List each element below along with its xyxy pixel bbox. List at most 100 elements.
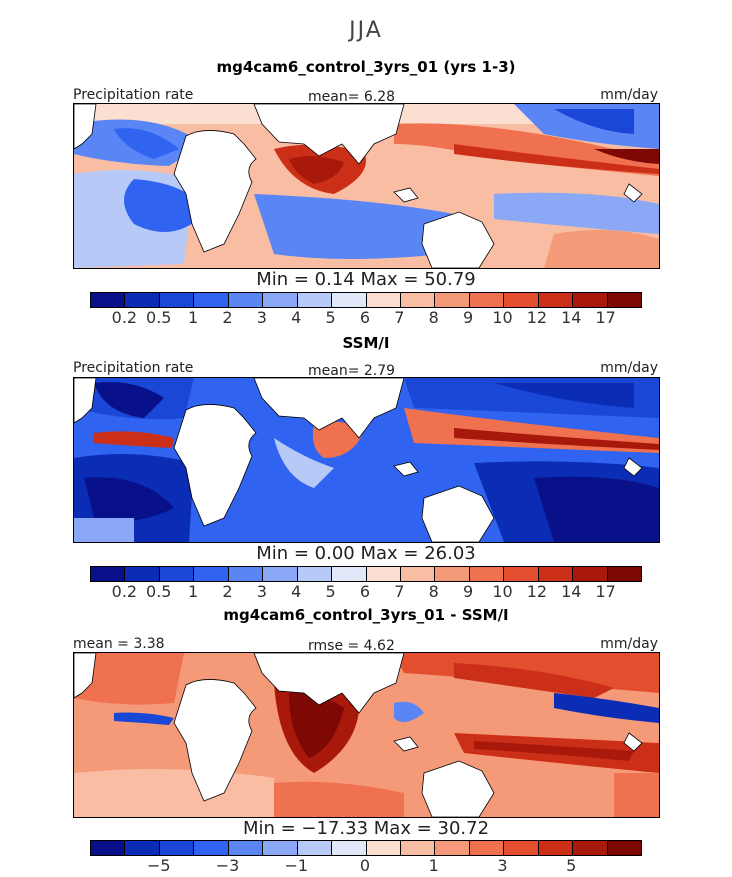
colorbar-swatch (435, 841, 470, 855)
colorbar-swatch (538, 293, 574, 307)
colorbar-tick: 3 (256, 308, 267, 327)
colorbar-tick: −5 (146, 856, 171, 875)
panel-2-colorbar (90, 566, 642, 582)
colorbar-tick: 6 (359, 308, 371, 327)
colorbar-swatch (297, 293, 333, 307)
continent-outlines (74, 653, 643, 817)
colorbar-tick: 14 (561, 308, 582, 327)
colorbar-swatch (607, 841, 641, 855)
colorbar-tick: 1 (188, 582, 199, 601)
colorbar-tick: 17 (595, 582, 616, 601)
colorbar-swatch (297, 567, 333, 581)
panel-2-mean-label: mean= 2.79 (308, 363, 396, 379)
panel-3-map (73, 652, 660, 818)
colorbar-swatch (573, 567, 608, 581)
colorbar-swatch (435, 567, 470, 581)
colorbar-swatch (263, 567, 298, 581)
colorbar-swatch (194, 841, 229, 855)
colorbar-tick: 17 (595, 308, 616, 327)
panel-1-variable-label: Precipitation rate (73, 87, 194, 103)
panel-1-minmax: Min = 0.14 Max = 50.79 (256, 269, 476, 290)
season-title: JJA (349, 18, 383, 43)
panel-1-units-label: mm/day (600, 87, 658, 103)
colorbar-tick: 7 (394, 582, 405, 601)
panel-3-units-label: mm/day (600, 636, 658, 652)
colorbar-swatch (504, 567, 539, 581)
colorbar-tick: 9 (463, 308, 474, 327)
colorbar-swatch (332, 841, 367, 855)
colorbar-swatch (194, 293, 229, 307)
colorbar-swatch (366, 567, 401, 581)
colorbar-tick: 8 (428, 308, 439, 327)
colorbar-tick: 2 (222, 582, 233, 601)
colorbar-swatch (469, 567, 505, 581)
colorbar-swatch (125, 841, 160, 855)
colorbar-swatch (91, 293, 126, 307)
colorbar-swatch (194, 567, 229, 581)
colorbar-swatch (400, 841, 436, 855)
panel-1-map (73, 103, 660, 269)
colorbar-swatch (469, 293, 505, 307)
colorbar-tick: 5 (325, 308, 336, 327)
colorbar-swatch (159, 567, 195, 581)
colorbar-swatch (366, 841, 401, 855)
colorbar-swatch (159, 293, 195, 307)
colorbar-swatch (573, 841, 608, 855)
colorbar-swatch (573, 293, 608, 307)
panel-2-units-label: mm/day (600, 360, 658, 376)
panel-1-colorbar-ticks: 0.2 0.5 1 2 3 4 5 6 7 8 9 10 12 14 17 (90, 308, 640, 327)
colorbar-swatch (332, 567, 367, 581)
colorbar-tick: 3 (256, 582, 267, 601)
colorbar-swatch (504, 293, 539, 307)
colorbar-swatch (125, 293, 160, 307)
colorbar-tick: 8 (428, 582, 439, 601)
panel-1-title: mg4cam6_control_3yrs_01 (yrs 1-3) (216, 58, 516, 76)
colorbar-swatch (366, 293, 401, 307)
field-background (74, 104, 659, 268)
colorbar-swatch (504, 841, 539, 855)
colorbar-tick: 0 (359, 856, 371, 875)
colorbar-tick: 0.5 (146, 308, 172, 327)
colorbar-tick: 1 (428, 856, 439, 875)
colorbar-swatch (435, 293, 470, 307)
colorbar-tick: 12 (526, 308, 548, 327)
colorbar-tick: 3 (497, 856, 508, 875)
continent-outlines (74, 104, 643, 268)
colorbar-tick: 0.2 (111, 308, 138, 327)
colorbar-tick: 7 (394, 308, 405, 327)
colorbar-swatch (538, 567, 574, 581)
colorbar-swatch (125, 567, 160, 581)
colorbar-swatch (91, 567, 126, 581)
panel-2-colorbar-ticks: 0.2 0.5 1 2 3 4 5 6 7 8 9 10 12 14 17 (90, 582, 640, 601)
colorbar-swatch (91, 841, 126, 855)
colorbar-tick: 4 (291, 308, 302, 327)
colorbar-tick: 1 (188, 308, 199, 327)
panel-2-minmax: Min = 0.00 Max = 26.03 (256, 543, 476, 564)
panel-3-mean-label: mean = 3.38 (73, 636, 165, 652)
colorbar-tick: −1 (284, 856, 309, 875)
colorbar-swatch (400, 293, 436, 307)
colorbar-tick: 14 (561, 582, 582, 601)
panel-1-mean-label: mean= 6.28 (308, 89, 396, 105)
colorbar-tick: 2 (222, 308, 233, 327)
colorbar-swatch (607, 567, 641, 581)
panel-2-title: SSM/I (342, 334, 390, 352)
colorbar-tick: −3 (215, 856, 240, 875)
colorbar-swatch (297, 841, 333, 855)
panel-3-minmax: Min = −17.33 Max = 30.72 (242, 818, 490, 839)
colorbar-tick: 4 (291, 582, 302, 601)
colorbar-tick: 10 (492, 308, 513, 327)
colorbar-tick: 6 (359, 582, 371, 601)
colorbar-swatch (228, 841, 264, 855)
panel-3-rmse-label: rmse = 4.62 (308, 638, 395, 654)
panel-3-colorbar (90, 840, 642, 856)
colorbar-swatch (228, 293, 264, 307)
field-background (74, 653, 659, 817)
panel-3-title: mg4cam6_control_3yrs_01 - SSM/I (223, 606, 509, 624)
field-background (74, 378, 659, 542)
continent-outlines (74, 378, 643, 542)
colorbar-tick: 0.2 (111, 582, 138, 601)
colorbar-tick: 5 (566, 856, 577, 875)
panel-3-colorbar-ticks: −5 −3 −1 0 1 3 5 (90, 856, 640, 875)
panel-2-variable-label: Precipitation rate (73, 360, 194, 376)
